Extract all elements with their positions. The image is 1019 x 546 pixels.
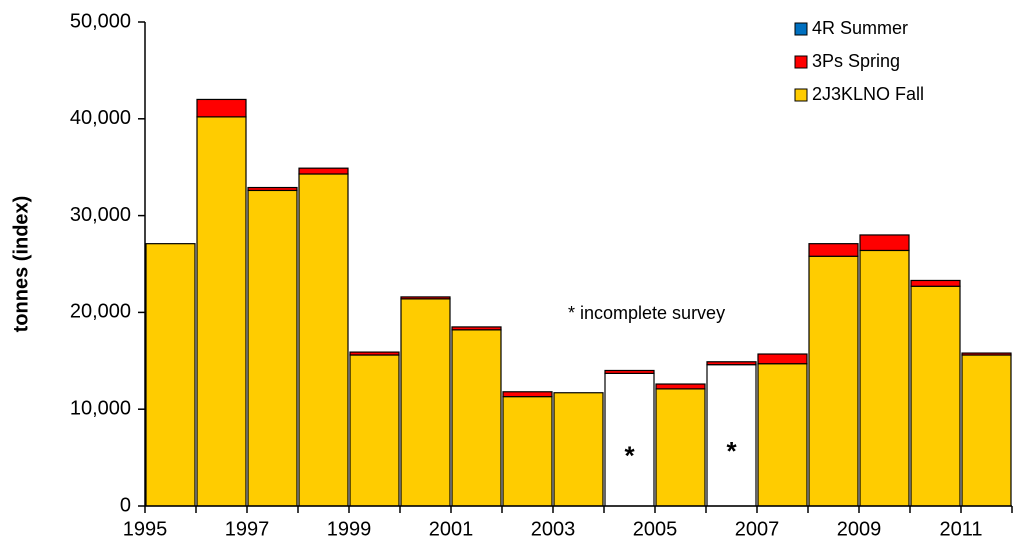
y-tick-label: 20,000 bbox=[70, 301, 131, 323]
y-tick-label: 30,000 bbox=[70, 204, 131, 226]
bar-segment bbox=[859, 234, 910, 252]
bar-segment bbox=[247, 189, 298, 507]
bar-label: * bbox=[624, 441, 635, 471]
bar-segment bbox=[808, 255, 859, 507]
bar-segment bbox=[910, 285, 961, 507]
x-tick-label: 1999 bbox=[327, 518, 372, 540]
bar-segment bbox=[349, 354, 400, 507]
x-tick-label: 2003 bbox=[531, 518, 576, 540]
bar-segment bbox=[553, 392, 604, 507]
bar-segment bbox=[196, 116, 247, 507]
bar-segment bbox=[655, 383, 706, 390]
bar-segment bbox=[400, 296, 451, 300]
bar-segment bbox=[706, 361, 757, 366]
bar-segment bbox=[349, 351, 400, 356]
bar-segment bbox=[451, 326, 502, 331]
bar-segment bbox=[961, 352, 1012, 356]
bar-segment bbox=[604, 372, 655, 507]
y-tick-label: 10,000 bbox=[70, 397, 131, 419]
bar-segment bbox=[298, 167, 349, 175]
x-tick-label: 2011 bbox=[939, 518, 982, 540]
bar-segment bbox=[604, 369, 655, 374]
bar-segment bbox=[502, 396, 553, 507]
legend-label: 4R Summer bbox=[812, 18, 908, 38]
bar-segment bbox=[655, 388, 706, 507]
bar-segment bbox=[757, 363, 808, 507]
bar-segment bbox=[145, 243, 196, 507]
y-tick-label: 0 bbox=[120, 494, 131, 516]
bar-segment bbox=[196, 98, 247, 118]
y-tick-label: 50,000 bbox=[70, 10, 131, 32]
bar-segment bbox=[757, 353, 808, 365]
bar-segment bbox=[298, 173, 349, 507]
bar-segment bbox=[808, 243, 859, 257]
bar-segment bbox=[910, 279, 961, 287]
y-axis-label: tonnes (index) bbox=[10, 196, 32, 333]
x-tick-label: 2001 bbox=[429, 518, 474, 540]
bar-segment bbox=[502, 391, 553, 398]
x-tick-label: 1995 bbox=[123, 518, 168, 540]
bar-segment bbox=[247, 186, 298, 192]
x-tick-label: 2005 bbox=[633, 518, 678, 540]
x-tick-label: 2007 bbox=[735, 518, 780, 540]
x-tick-label: 1997 bbox=[225, 518, 270, 540]
legend-swatch bbox=[794, 55, 808, 69]
y-tick-label: 40,000 bbox=[70, 107, 131, 129]
legend-label: 3Ps Spring bbox=[812, 51, 900, 71]
x-tick-label: 2009 bbox=[837, 518, 882, 540]
legend-label: 2J3KLNO Fall bbox=[812, 84, 924, 104]
legend-swatch bbox=[794, 88, 808, 102]
bar-segment bbox=[451, 329, 502, 507]
bar-segment bbox=[961, 354, 1012, 507]
bar-label: * bbox=[726, 436, 737, 466]
bar-segment bbox=[400, 298, 451, 507]
legend-swatch bbox=[794, 22, 808, 36]
bar-segment bbox=[859, 249, 910, 507]
annotation: * incomplete survey bbox=[568, 303, 725, 323]
